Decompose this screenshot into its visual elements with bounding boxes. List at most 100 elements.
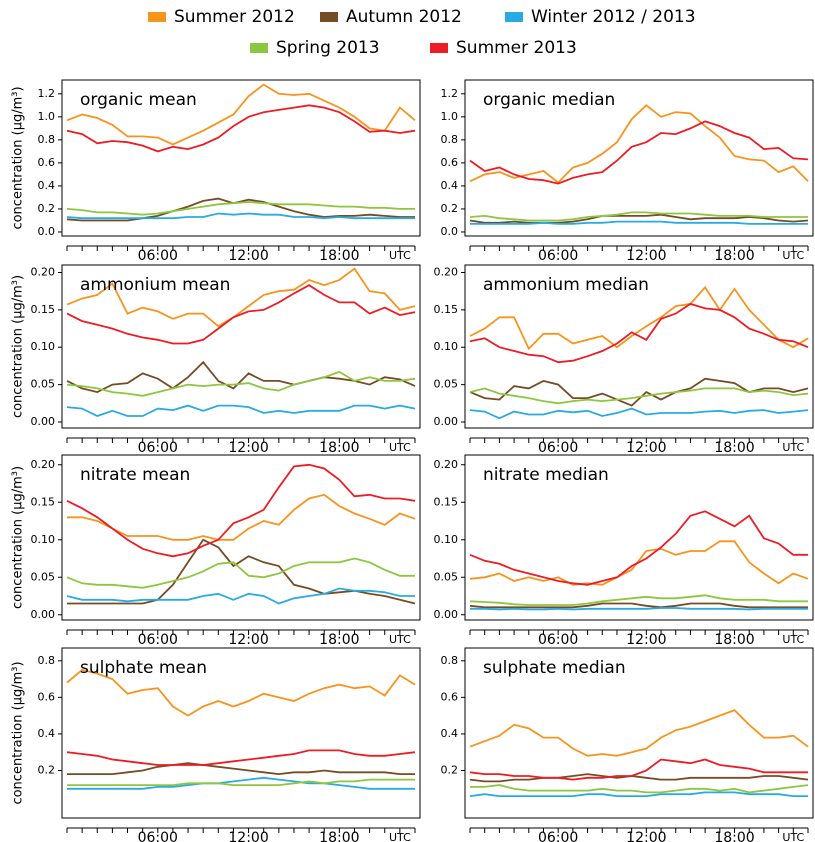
y-tick-label: 0.10	[31, 340, 56, 353]
series-line	[469, 540, 809, 586]
x-axis-label: UTC	[389, 831, 411, 842]
series-line	[66, 749, 416, 766]
x-axis-label: UTC	[782, 633, 804, 646]
series-line	[66, 404, 416, 417]
x-tick-label: 12:00	[626, 632, 666, 648]
y-tick-label: 0.15	[434, 495, 459, 508]
y-tick-label: 0.10	[434, 340, 459, 353]
series-line	[469, 120, 809, 185]
series-line	[66, 587, 415, 605]
x-tick-label: 18:00	[319, 440, 359, 456]
y-tick-label: 0.00	[434, 608, 459, 621]
series-line	[469, 211, 808, 222]
plot-frame	[61, 647, 421, 819]
y-tick-label: 0.10	[434, 533, 459, 546]
y-tick-label: 1.2	[441, 87, 459, 100]
panel-title: nitrate median	[483, 465, 609, 485]
y-tick-label: 1.0	[38, 110, 56, 123]
y-tick-label: 0.20	[434, 265, 459, 278]
legend-label: Summer 2013	[456, 38, 577, 58]
y-tick-label: 0.00	[31, 415, 56, 428]
y-tick-label: 0.20	[31, 458, 56, 471]
series-line	[469, 213, 809, 224]
y-tick-label: 0.05	[31, 378, 56, 391]
x-tick-label: 18:00	[714, 632, 754, 648]
series-line	[469, 387, 809, 405]
panel-title: nitrate mean	[80, 465, 190, 485]
panel-title: organic median	[483, 90, 615, 110]
series-line	[66, 201, 415, 216]
legend-label: Winter 2012 / 2013	[531, 7, 696, 27]
y-tick-label: 0.8	[441, 654, 459, 667]
y-tick-label: 0.2	[38, 763, 56, 776]
x-axis-label: UTC	[389, 633, 411, 646]
x-tick-label: 06:00	[538, 440, 578, 456]
y-tick-label: 0.6	[441, 156, 459, 169]
legend-label: Spring 2013	[276, 38, 380, 58]
x-axis-label: UTC	[782, 441, 804, 454]
legend-swatch	[148, 12, 166, 22]
x-tick-label: 12:00	[228, 632, 268, 648]
series-line	[469, 594, 808, 606]
y-axis-label: concentration (µg/m³)	[11, 466, 26, 609]
series-line	[469, 104, 809, 184]
y-tick-label: 1.0	[441, 110, 459, 123]
legend-swatch	[505, 12, 523, 22]
y-tick-label: 0.0	[441, 225, 459, 238]
plot-frame	[61, 454, 421, 621]
series-line	[66, 83, 416, 146]
x-axis-label: UTC	[389, 249, 411, 262]
y-tick-label: 0.05	[434, 378, 459, 391]
y-tick-label: 0.2	[441, 202, 459, 215]
series-line	[66, 668, 416, 717]
y-tick-label: 0.0	[38, 225, 56, 238]
series-line	[67, 762, 415, 776]
series-line	[470, 607, 808, 611]
plot-frame	[464, 454, 814, 621]
series-line	[469, 407, 809, 420]
x-tick-label: 12:00	[626, 440, 666, 456]
series-line	[469, 791, 808, 797]
series-line	[469, 302, 809, 364]
plot-frame	[464, 264, 814, 429]
panel-title: ammonium median	[483, 275, 649, 295]
y-tick-label: 0.8	[38, 654, 56, 667]
x-tick-label: 06:00	[138, 248, 178, 264]
y-tick-label: 0.15	[31, 495, 56, 508]
y-tick-label: 0.05	[31, 570, 56, 583]
x-tick-label: 12:00	[228, 830, 268, 842]
x-tick-label: 06:00	[138, 830, 178, 842]
y-tick-label: 0.4	[441, 179, 459, 192]
y-tick-label: 0.4	[38, 179, 56, 192]
series-line	[470, 220, 808, 225]
plot-frame	[61, 264, 421, 429]
series-line	[469, 602, 808, 609]
y-axis-label: concentration (µg/m³)	[11, 86, 26, 229]
series-line	[66, 463, 416, 558]
x-tick-label: 18:00	[714, 830, 754, 842]
x-tick-label: 12:00	[228, 440, 268, 456]
plot-frame	[464, 647, 814, 819]
y-tick-label: 0.00	[434, 415, 459, 428]
x-tick-label: 12:00	[626, 248, 666, 264]
legend-swatch	[320, 12, 338, 22]
x-tick-label: 06:00	[538, 632, 578, 648]
y-tick-label: 0.8	[441, 133, 459, 146]
series-line	[67, 493, 416, 541]
series-line	[469, 758, 808, 781]
x-axis-label: UTC	[782, 831, 804, 842]
y-tick-label: 0.15	[434, 303, 459, 316]
x-tick-label: 18:00	[319, 632, 359, 648]
x-tick-label: 18:00	[319, 248, 359, 264]
x-tick-label: 06:00	[138, 632, 178, 648]
legend-swatch	[250, 43, 268, 53]
series-line	[66, 557, 415, 589]
panel-title: sulphate mean	[80, 658, 207, 678]
series-line	[66, 360, 416, 394]
legend-label: Autumn 2012	[346, 7, 462, 27]
y-tick-label: 0.2	[38, 202, 56, 215]
x-tick-label: 18:00	[714, 440, 754, 456]
legend-swatch	[430, 43, 448, 53]
x-tick-label: 12:00	[626, 830, 666, 842]
y-tick-label: 0.4	[38, 727, 56, 740]
